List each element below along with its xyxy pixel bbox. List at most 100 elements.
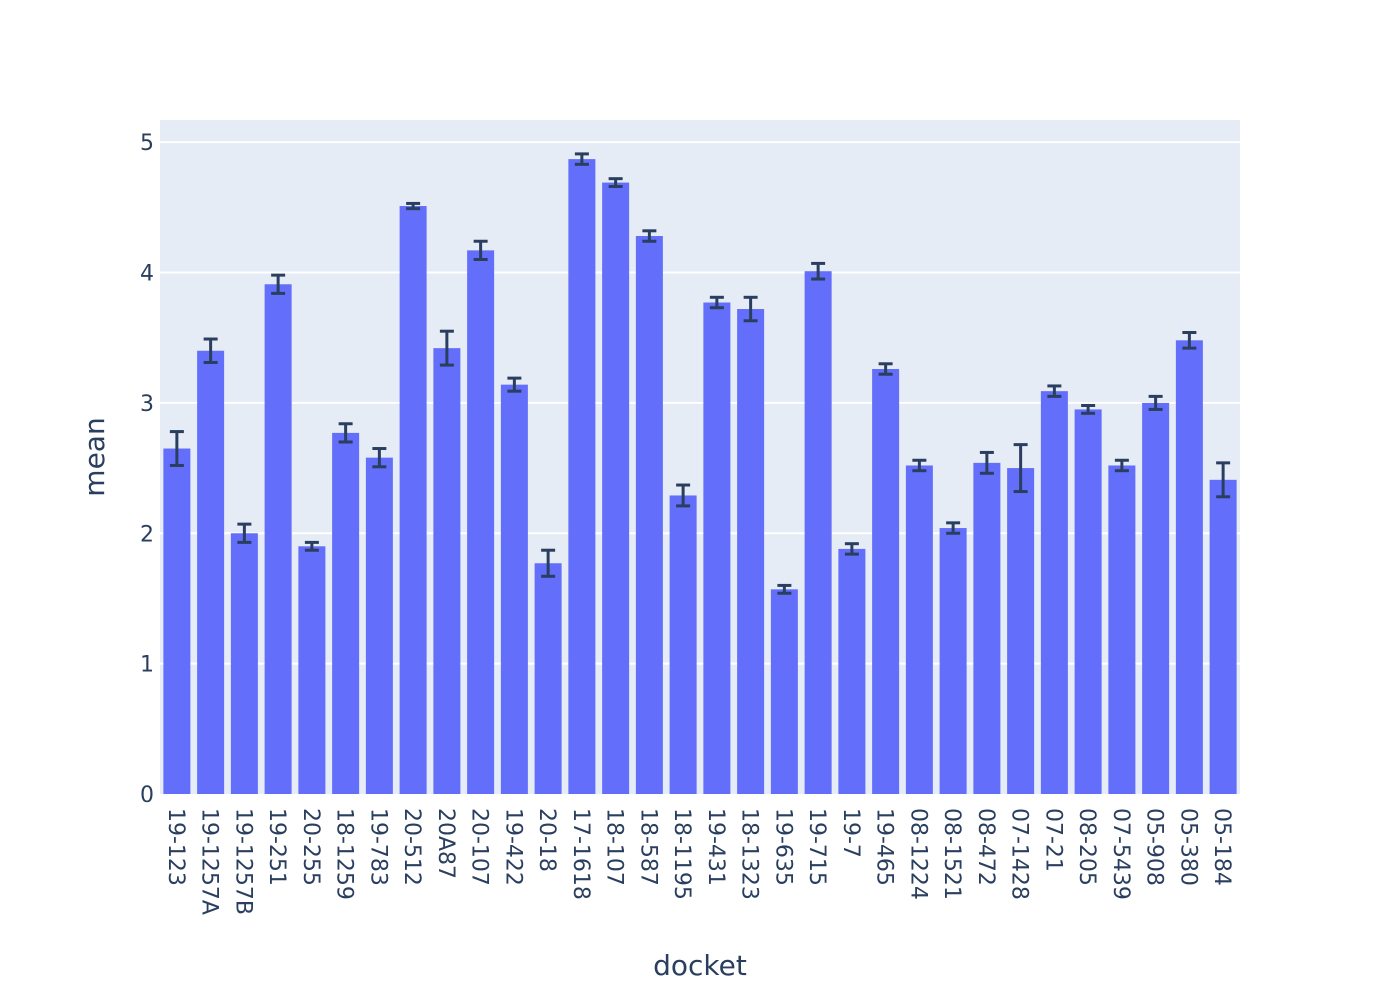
- y-tick-label: 1: [140, 653, 154, 678]
- bar: [635, 236, 663, 794]
- x-tick-label: 19-1257A: [197, 808, 222, 915]
- bar: [1108, 465, 1136, 794]
- bar: [669, 495, 697, 794]
- error-bar: [574, 152, 589, 166]
- bar: [332, 432, 360, 794]
- error-bar: [1148, 394, 1163, 411]
- x-tick-label: 20-18: [534, 808, 559, 872]
- x-tick-label: 08-205: [1074, 808, 1099, 886]
- error-bar: [979, 450, 994, 475]
- error-bar: [304, 540, 319, 552]
- x-tick-label: 18-587: [635, 808, 660, 886]
- error-bar: [1114, 458, 1129, 473]
- error-bar: [1081, 404, 1096, 415]
- error-bar: [709, 295, 724, 310]
- error-bar: [1182, 330, 1197, 350]
- bar: [433, 348, 461, 794]
- bar: [534, 563, 562, 794]
- bar: [905, 465, 933, 794]
- error-bar: [507, 376, 522, 393]
- error-bar: [541, 548, 556, 578]
- bar: [568, 159, 596, 795]
- bar: [838, 548, 866, 794]
- bar: [163, 448, 191, 794]
- y-axis-ticks: 0 1 2 3 4 5: [140, 131, 154, 808]
- x-tick-label: 07-5439: [1108, 808, 1133, 900]
- bar: [872, 369, 900, 794]
- x-tick-label: 17-1618: [568, 808, 593, 900]
- bar: [1040, 391, 1068, 794]
- x-tick-label: 08-1521: [939, 808, 964, 900]
- error-bar: [878, 362, 893, 376]
- y-tick-label: 2: [140, 522, 154, 547]
- error-bar: [237, 522, 252, 544]
- bar: [602, 182, 630, 794]
- x-tick-label: 18-1323: [737, 808, 762, 900]
- error-bar: [1013, 443, 1028, 494]
- bar: [1074, 409, 1102, 794]
- x-tick-label: 05-908: [1142, 808, 1167, 886]
- y-axis-title: mean: [78, 417, 111, 496]
- y-tick-label: 5: [140, 131, 154, 156]
- bar: [770, 589, 798, 794]
- y-tick-label: 3: [140, 392, 154, 417]
- x-tick-label: 19-431: [703, 808, 728, 886]
- bar: [703, 302, 731, 794]
- x-tick-label: 19-123: [163, 808, 188, 886]
- bar: [1007, 468, 1035, 794]
- error-bar: [844, 542, 859, 556]
- bar: [264, 284, 292, 794]
- y-tick-label: 0: [140, 783, 154, 808]
- bar: [467, 250, 495, 795]
- error-bar: [203, 337, 218, 364]
- x-tick-label: 08-1224: [905, 808, 930, 900]
- bar: [1142, 402, 1170, 794]
- error-bar: [912, 458, 927, 473]
- error-bar: [642, 229, 657, 243]
- error-bar: [946, 521, 961, 535]
- x-tick-label: 18-1259: [332, 808, 357, 900]
- bar: [1209, 479, 1237, 794]
- error-bar: [608, 177, 623, 188]
- bar: [197, 350, 225, 794]
- y-tick-label: 4: [140, 262, 154, 287]
- x-axis-title: docket: [653, 949, 747, 982]
- error-bar: [777, 583, 792, 595]
- error-bar: [372, 447, 387, 469]
- x-tick-label: 19-422: [500, 808, 525, 886]
- bar: [1175, 340, 1203, 794]
- error-bar: [169, 430, 184, 467]
- x-tick-label: 18-1195: [669, 808, 694, 900]
- x-tick-label: 19-251: [264, 808, 289, 886]
- x-tick-label: 08-472: [973, 808, 998, 886]
- error-bar: [473, 239, 488, 261]
- bar: [737, 309, 765, 794]
- error-bar: [271, 273, 286, 295]
- x-tick-label: 07-1428: [1007, 808, 1032, 900]
- bars: [163, 159, 1237, 795]
- error-bar: [1216, 461, 1231, 499]
- bar: [399, 206, 427, 795]
- x-tick-label: 19-783: [365, 808, 390, 886]
- bar: [365, 457, 393, 794]
- x-tick-label: 20A87: [433, 808, 458, 879]
- x-tick-label: 19-7: [838, 808, 863, 858]
- x-tick-label: 18-107: [602, 808, 627, 886]
- x-tick-label: 19-1257B: [230, 808, 255, 915]
- bar: [298, 546, 326, 794]
- x-tick-label: 19-465: [872, 808, 897, 886]
- error-bar: [338, 422, 353, 444]
- error-bar: [743, 295, 758, 323]
- x-tick-label: 05-380: [1175, 808, 1200, 886]
- error-bars: [169, 152, 1231, 595]
- x-tick-label: 20-107: [467, 808, 492, 886]
- x-tick-label: 05-184: [1209, 808, 1234, 886]
- error-bar: [811, 261, 826, 281]
- error-bar: [1047, 384, 1062, 398]
- x-tick-label: 07-21: [1040, 808, 1065, 872]
- bar: [804, 271, 832, 794]
- error-bar: [676, 483, 691, 508]
- x-tick-label: 20-255: [298, 808, 323, 886]
- bar: [973, 462, 1001, 794]
